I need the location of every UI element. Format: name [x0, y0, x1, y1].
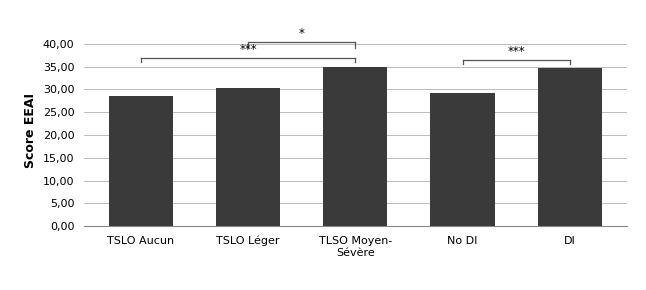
- Bar: [323, 67, 388, 226]
- Bar: [537, 68, 602, 226]
- Text: *: *: [298, 27, 305, 40]
- Text: ***: ***: [507, 46, 525, 59]
- Bar: [216, 88, 280, 226]
- Bar: [430, 93, 495, 226]
- Bar: [109, 96, 173, 226]
- Text: ***: ***: [239, 43, 257, 56]
- Y-axis label: Score EEAI: Score EEAI: [24, 93, 37, 168]
